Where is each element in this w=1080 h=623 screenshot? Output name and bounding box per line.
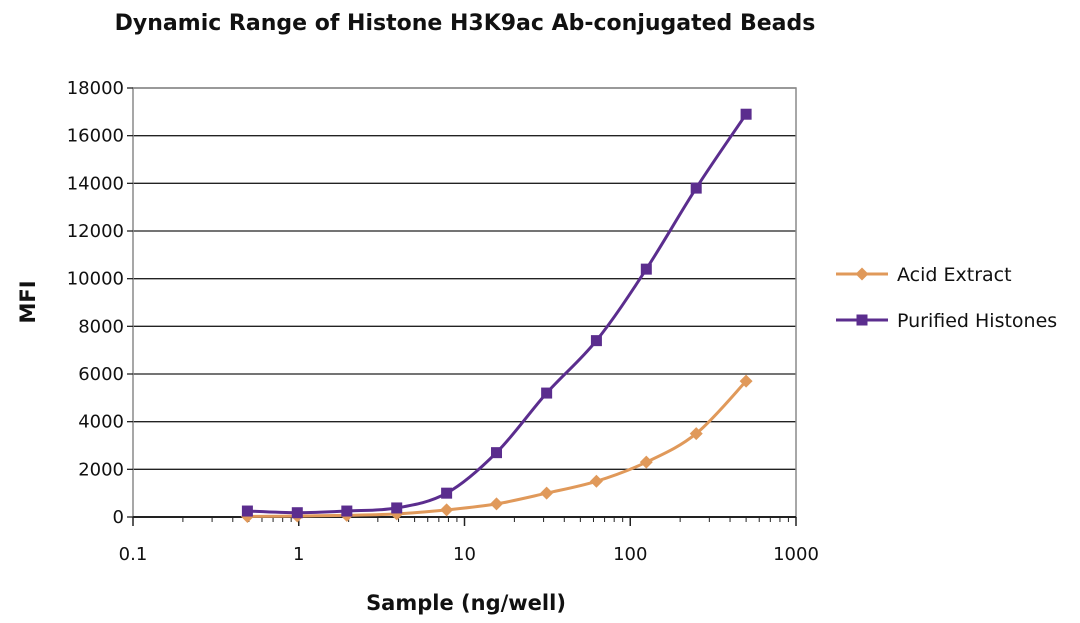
legend: Acid Extract Purified Histones bbox=[836, 264, 1057, 332]
data-point-acid-extract bbox=[589, 474, 603, 488]
y-tick-label: 2000 bbox=[78, 459, 124, 480]
data-point-purified-histones bbox=[590, 335, 602, 347]
data-point-purified-histones bbox=[491, 447, 503, 459]
data-point-acid-extract bbox=[490, 497, 504, 511]
data-point-acid-extract bbox=[639, 455, 653, 469]
legend-marker-acid-extract bbox=[855, 267, 869, 281]
data-point-purified-histones bbox=[740, 108, 752, 120]
y-tick-label: 14000 bbox=[67, 173, 124, 194]
x-tick-label: 100 bbox=[613, 544, 647, 565]
plot-area bbox=[132, 87, 797, 518]
legend-label-acid-extract: Acid Extract bbox=[897, 264, 1012, 286]
chart-title: Dynamic Range of Histone H3K9ac Ab-conju… bbox=[115, 11, 816, 36]
y-tick-label: 18000 bbox=[67, 78, 124, 99]
y-tick-label: 10000 bbox=[67, 269, 124, 290]
data-point-purified-histones bbox=[341, 505, 353, 517]
y-tick-label: 6000 bbox=[78, 364, 124, 385]
y-tick-label: 16000 bbox=[67, 126, 124, 147]
x-tick-label: 1000 bbox=[773, 544, 819, 565]
x-tick-label: 1 bbox=[293, 544, 304, 565]
data-point-purified-histones bbox=[291, 507, 303, 519]
data-point-purified-histones bbox=[541, 387, 553, 399]
data-point-purified-histones bbox=[441, 487, 453, 499]
axes: 0 2000 4000 6000 8000 10000 12000 14000 16000 180… bbox=[67, 78, 819, 565]
x-axis-title: Sample (ng/well) bbox=[366, 591, 566, 615]
data-point-acid-extract bbox=[689, 427, 703, 441]
data-point-purified-histones bbox=[640, 263, 652, 275]
y-axis-title: MFI bbox=[16, 280, 40, 323]
x-tick-label: 0.1 bbox=[119, 544, 148, 565]
x-tick-label: 10 bbox=[453, 544, 476, 565]
gridlines bbox=[133, 87, 796, 470]
y-tick-label: 12000 bbox=[67, 221, 124, 242]
legend-marker-purified-histones bbox=[856, 314, 868, 326]
y-tick-label: 8000 bbox=[78, 316, 124, 337]
data-point-acid-extract bbox=[540, 486, 554, 500]
data-point-acid-extract bbox=[440, 503, 454, 517]
y-tick-label: 0 bbox=[113, 507, 124, 528]
y-tick-label: 4000 bbox=[78, 412, 124, 433]
data-point-purified-histones bbox=[391, 502, 403, 514]
legend-label-purified-histones: Purified Histones bbox=[897, 310, 1057, 332]
data-point-purified-histones bbox=[690, 182, 702, 194]
data-point-purified-histones bbox=[241, 505, 253, 517]
data-point-acid-extract bbox=[739, 374, 753, 388]
series-group bbox=[240, 108, 753, 524]
